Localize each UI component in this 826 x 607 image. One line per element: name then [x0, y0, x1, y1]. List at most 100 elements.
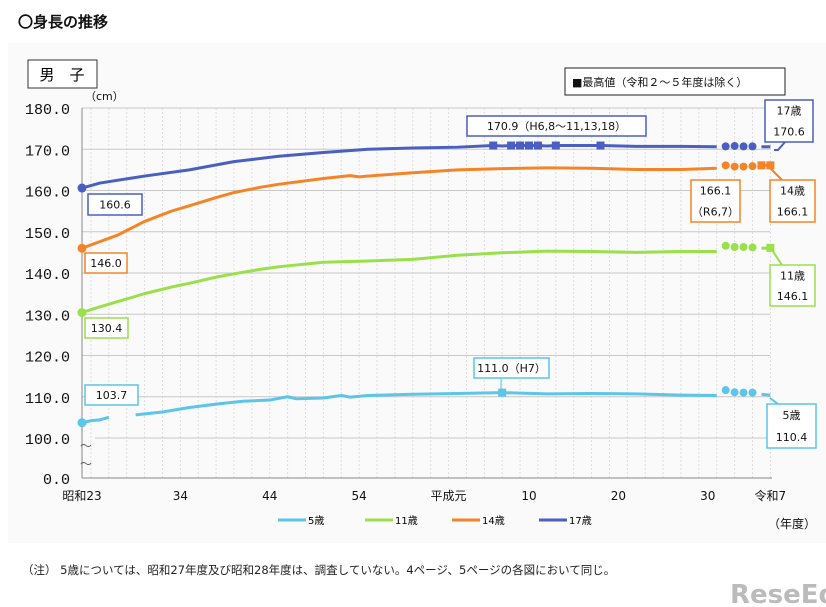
end-label-11: 146.1 [777, 290, 809, 303]
legend-entry: 17歳 [569, 515, 592, 527]
max-label-5-box [473, 357, 550, 379]
data-point [739, 388, 748, 397]
start-label-11: 130.4 [91, 322, 123, 335]
data-point [730, 388, 739, 397]
y-tick-label: 100.0 [25, 432, 70, 449]
end-label-5: 5歳 [783, 409, 801, 422]
data-point-start [77, 183, 87, 193]
x-tick-label: 令和7 [755, 488, 787, 503]
data-point [748, 388, 757, 397]
y-tick-label: 180.0 [25, 102, 70, 119]
page-title: 〇身長の推移 [18, 13, 108, 31]
series-line-5歳 [81, 415, 110, 425]
max-label-14: 166.1 [700, 185, 732, 198]
x-tick-label: 10 [521, 489, 536, 503]
data-point [730, 162, 739, 171]
data-point [730, 243, 739, 252]
legend-max-label: ■最高値（令和２～５年度は除く） [572, 75, 747, 89]
legend-max-box [564, 67, 786, 96]
data-point [739, 142, 748, 151]
end-label-17: 17歳 [777, 105, 802, 118]
y-tick-label: 160.0 [25, 185, 70, 202]
footnote: （注） 5歳については、昭和27年度及び昭和28年度は、調査していない。4ページ… [22, 563, 615, 577]
max-value-marker [757, 161, 766, 170]
start-label-17: 160.6 [99, 199, 131, 212]
legend-entry: 5歳 [308, 515, 324, 527]
max-value-marker [498, 388, 507, 397]
data-point-start [77, 308, 87, 318]
start-label-17-box [87, 193, 143, 216]
axis-break-mark: ～ [80, 457, 92, 471]
callout-leader [769, 397, 779, 405]
series-line-5歳 [135, 391, 717, 417]
x-tick-label: 54 [351, 489, 366, 503]
callout-leader [769, 167, 783, 181]
data-point [721, 161, 730, 170]
data-point [730, 141, 739, 150]
legend-entry: 14歳 [482, 515, 505, 527]
max-value-marker [533, 141, 542, 150]
y-tick-label: 150.0 [25, 226, 70, 243]
max-value-marker [489, 141, 498, 150]
legend-entry: 11歳 [395, 515, 418, 527]
start-label-14-box [84, 252, 128, 274]
data-point [748, 243, 757, 252]
max-value-marker [766, 161, 775, 170]
y-tick-label: 120.0 [25, 350, 70, 367]
chart-panel [8, 43, 826, 543]
axis-break-mark: ～ [80, 439, 92, 453]
x-tick-label: 30 [700, 489, 715, 503]
watermark-logo: ReseEd [730, 580, 826, 607]
end-label-5: 110.4 [776, 431, 808, 444]
max-value-marker [507, 141, 516, 150]
max-label-5: 111.0（H7） [477, 362, 546, 375]
data-point [739, 243, 748, 252]
max-value-marker [516, 141, 525, 150]
y-tick-label: 110.0 [25, 391, 70, 408]
end-label-14: 14歳 [780, 185, 805, 198]
start-label-5-box [84, 384, 139, 406]
x-tick-label: 34 [173, 489, 188, 503]
x-tick-label: 44 [262, 489, 277, 503]
callout-leader [769, 246, 783, 266]
max-value-marker [596, 141, 605, 150]
max-label-14: （R6,7） [692, 206, 739, 219]
y-tick-label: 140.0 [25, 267, 70, 284]
series-line-14歳 [81, 166, 717, 250]
panel-label: 男 子 [39, 66, 84, 84]
x-tick-label: 20 [611, 489, 626, 503]
max-label-17-box [466, 115, 647, 137]
start-label-14: 146.0 [90, 257, 122, 270]
series-line-17歳 [81, 144, 717, 190]
y-tick-label: 170.0 [25, 143, 70, 160]
max-label-17: 170.9（H6,8～11,13,18） [487, 120, 626, 133]
end-label-17-box [764, 99, 814, 143]
data-point [721, 241, 730, 250]
y-axis-unit: （cm） [85, 90, 124, 103]
data-point [721, 142, 730, 151]
x-axis-unit: （年度） [768, 516, 816, 531]
max-value-marker [525, 141, 533, 150]
end-label-14-box [769, 179, 816, 223]
start-label-11-box [84, 317, 129, 339]
y-tick-label: 130.0 [25, 308, 70, 325]
end-label-11-box [769, 264, 816, 307]
max-value-marker [551, 141, 560, 150]
panel-label-box [27, 59, 98, 89]
end-label-11: 11歳 [780, 269, 805, 282]
data-point-start [77, 418, 87, 428]
y-tick-label: 0.0 [43, 472, 70, 489]
x-tick-label: 昭和23 [62, 489, 101, 503]
x-tick-label: 平成元 [431, 489, 467, 503]
data-point [739, 162, 748, 171]
end-label-5-box [766, 403, 817, 449]
series-line-11歳 [81, 249, 717, 315]
end-label-14: 166.1 [777, 206, 809, 219]
start-label-5: 103.7 [96, 389, 128, 402]
data-point-start [77, 243, 87, 253]
series-line-5歳 [761, 392, 771, 397]
data-point [721, 386, 730, 395]
callout-leader [774, 141, 786, 151]
end-label-17: 170.6 [773, 126, 805, 139]
